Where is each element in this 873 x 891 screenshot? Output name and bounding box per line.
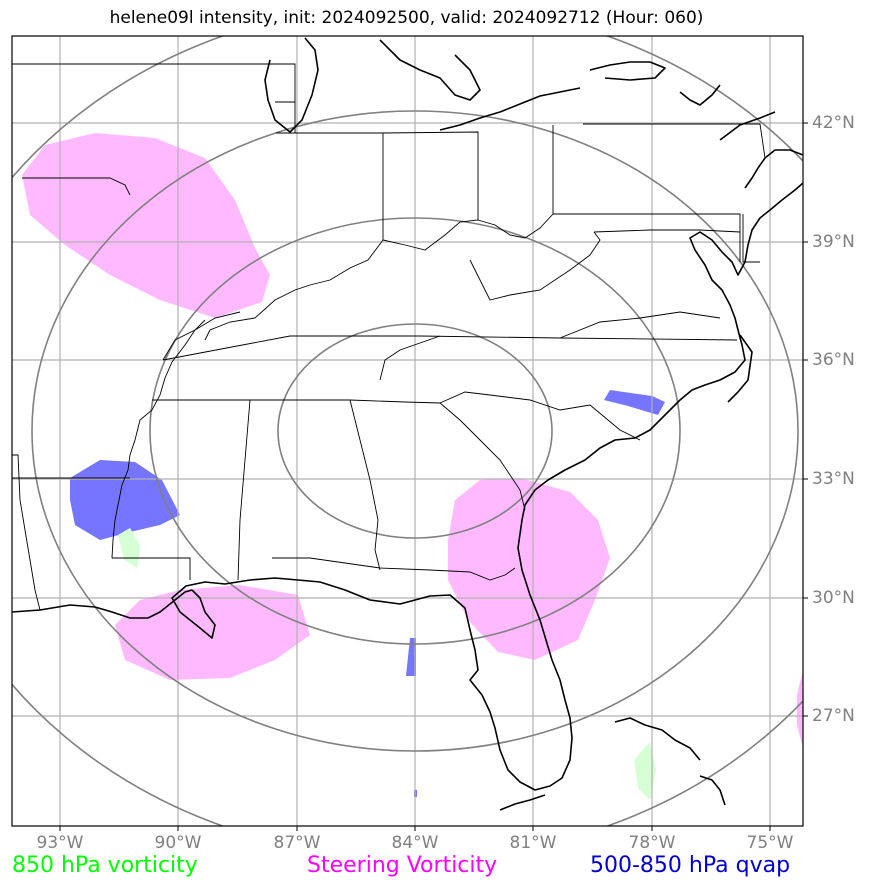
lake-erie — [439, 87, 581, 131]
legend-850-vorticity: 850 hPa vorticity — [12, 853, 198, 878]
qvap-region — [70, 390, 665, 797]
north-coast — [744, 149, 803, 189]
ohio-indiana — [382, 131, 479, 251]
lat-label-39n: 39°N — [812, 232, 855, 252]
state-borders — [12, 63, 766, 611]
ohio-pennsylvania — [552, 125, 741, 262]
iowa-minnesota — [12, 63, 296, 102]
texas-louisiana — [12, 454, 41, 611]
vort-blob-mississippi — [118, 528, 140, 568]
cuba-coast — [614, 717, 701, 761]
distance-rings — [12, 36, 803, 826]
qvap-blob-carolina — [604, 390, 665, 415]
lat-label-27n: 27°N — [812, 706, 855, 726]
tennessee-mississippi-alabama — [152, 399, 441, 404]
upper-coast — [679, 84, 721, 106]
alabama-georgia — [349, 399, 381, 571]
coastlines — [12, 37, 803, 811]
georgia-florida — [272, 557, 516, 581]
lon-label-90w: 90°W — [154, 833, 202, 853]
lon-label-78w: 78°W — [628, 833, 676, 853]
mississippi-river — [111, 319, 206, 559]
lat-label-36n: 36°N — [812, 350, 855, 370]
map-frame — [11, 35, 804, 827]
ohio-west-virginia — [477, 213, 554, 239]
illinois-wisconsin — [275, 101, 296, 133]
range-ring-3 — [31, 110, 799, 752]
lon-label-81w: 81°W — [509, 833, 557, 853]
louisiana-mississippi — [112, 557, 191, 580]
lon-label-75w: 75°W — [746, 833, 794, 853]
range-ring-4 — [12, 36, 803, 826]
west-virginia-virginia — [469, 231, 601, 301]
atlantic-inlets — [727, 334, 753, 403]
south-carolina-georgia — [439, 402, 526, 511]
long-island — [719, 111, 776, 141]
lat-label-42n: 42°N — [812, 113, 855, 133]
lake-huron — [379, 39, 481, 101]
virginia-north-carolina — [559, 311, 721, 339]
kentucky-tennessee — [162, 335, 738, 361]
new-york-east — [742, 214, 760, 263]
gulf-coast — [12, 182, 803, 791]
lon-label-93w: 93°W — [36, 833, 84, 853]
steering-vorticity-region — [22, 133, 803, 748]
lake-ontario — [589, 61, 666, 81]
maryland-pennsylvania — [593, 229, 741, 233]
north-carolina-south-carolina — [439, 391, 641, 441]
iowa-missouri — [22, 177, 131, 196]
lake-michigan — [264, 37, 319, 133]
keys — [499, 794, 546, 811]
axis-ticks — [59, 122, 808, 831]
lat-label-33n: 33°N — [812, 469, 855, 489]
range-ring-1 — [277, 323, 553, 539]
tennessee-north-carolina — [379, 335, 441, 381]
new-york-pennsylvania — [583, 123, 766, 159]
lon-label-84w: 84°W — [391, 833, 439, 853]
vort-blob-bahamas — [634, 742, 656, 800]
mississippi-alabama — [237, 399, 251, 581]
lon-label-87w: 87°W — [273, 833, 321, 853]
map-title: helene09l intensity, init: 2024092500, v… — [109, 8, 704, 28]
legend-qvap: 500-850 hPa qvap — [590, 853, 791, 878]
steering-blob-north — [22, 133, 270, 318]
legend-steering-vorticity: Steering Vorticity — [307, 853, 498, 878]
range-ring-2 — [149, 217, 681, 645]
qvap-blob-mississippi — [70, 460, 180, 540]
qvap-blob-gulf-strip — [406, 638, 416, 676]
lat-label-30n: 30°N — [812, 588, 855, 608]
graticule — [12, 36, 803, 826]
steering-blob-atlantic — [448, 478, 610, 660]
steering-blob-east-edge — [797, 670, 803, 748]
bahamas-islands — [699, 775, 726, 806]
